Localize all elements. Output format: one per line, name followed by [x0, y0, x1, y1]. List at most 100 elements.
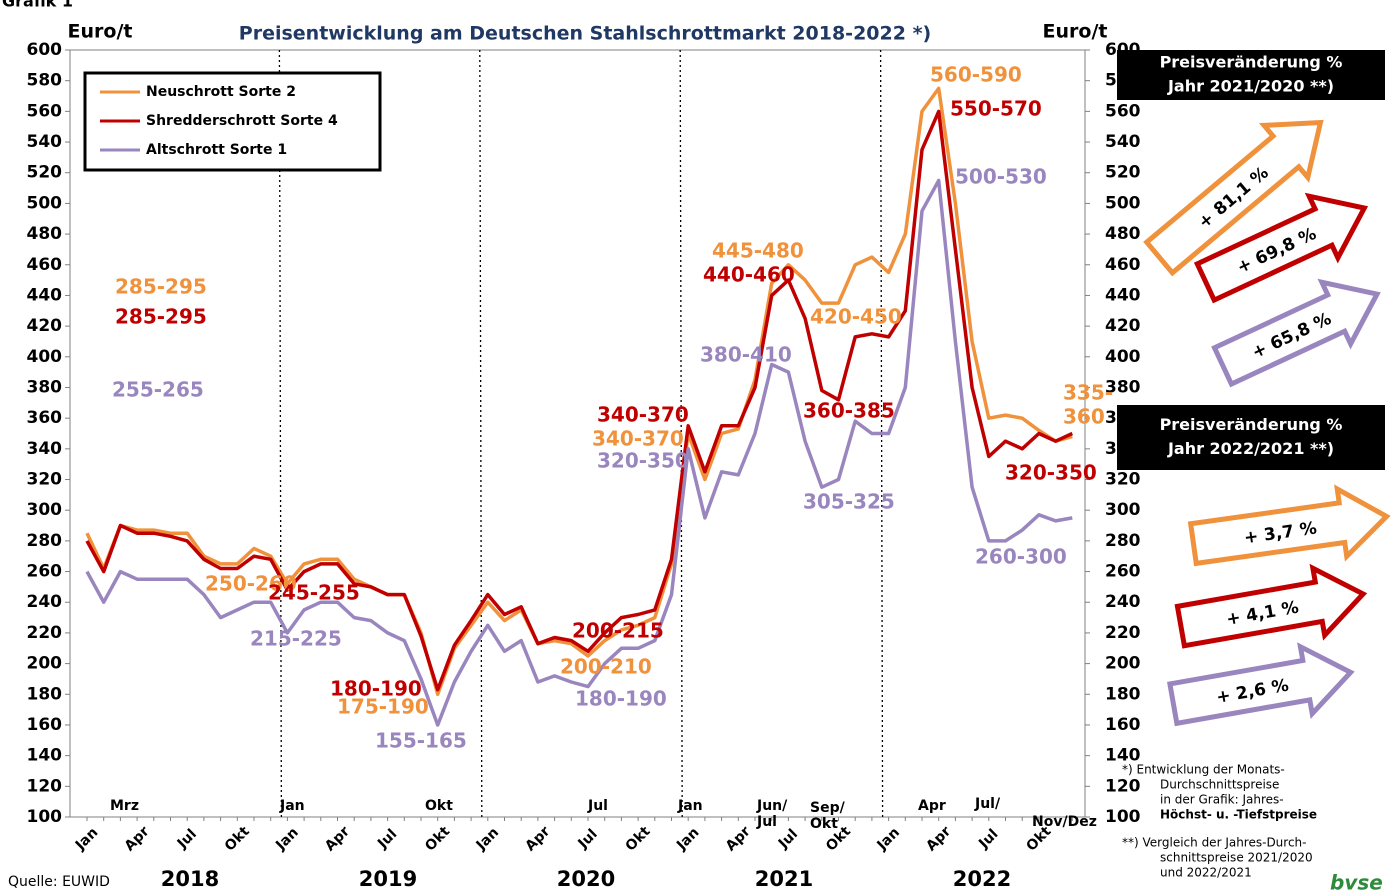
chart-title: Preisentwicklung am Deutschen Stahlschro… — [239, 23, 931, 45]
series-line — [85, 178, 1073, 727]
value-annotation: 360 — [1063, 405, 1105, 429]
footnote: und 2022/2021 — [1160, 866, 1252, 880]
x-tick-label: Jul — [775, 826, 801, 852]
period-label: Jul — [756, 814, 777, 830]
value-annotation: 420-450 — [810, 305, 902, 329]
footnote: **) Vergleich der Jahres-Durch- — [1122, 836, 1307, 850]
legend-label: Altschrott Sorte 1 — [146, 142, 287, 158]
y-tick-label: 220 — [27, 623, 63, 643]
y-tick-label: 320 — [27, 470, 63, 490]
y-tick-label: 480 — [27, 224, 63, 244]
y-tick-label: 240 — [27, 592, 63, 612]
y2-tick-label: 420 — [1105, 316, 1141, 336]
y2-tick-label: 260 — [1105, 562, 1141, 582]
change-arrow: + 2,6 % — [1166, 642, 1355, 727]
y-tick-label: 280 — [27, 531, 63, 551]
period-label: Okt — [425, 798, 453, 814]
value-annotation: 175-190 — [337, 695, 429, 719]
year-label: 2022 — [953, 867, 1011, 891]
series-line — [85, 109, 1074, 692]
panel-title: Preisveränderung % — [1160, 53, 1343, 72]
footnote: *) Entwicklung der Monats- — [1122, 763, 1285, 777]
y2-tick-label: 540 — [1105, 132, 1141, 152]
y-tick-label: 100 — [27, 807, 63, 827]
x-tick-label: Jan — [72, 825, 101, 854]
panel-header — [1117, 50, 1385, 100]
value-annotation: 285-295 — [115, 275, 207, 299]
legend-label: Shredderschrott Sorte 4 — [146, 113, 338, 129]
value-annotation: 250-260 — [205, 572, 297, 596]
heading: Grafik 1 — [2, 0, 73, 11]
value-annotation: 180-190 — [330, 677, 422, 701]
footnote: in der Grafik: Jahres- — [1160, 793, 1284, 807]
x-tick-label: Apr — [723, 823, 754, 854]
y-tick-label: 560 — [27, 101, 63, 121]
value-annotation: 500-530 — [955, 165, 1047, 189]
period-label: Mrz — [110, 798, 139, 814]
legend-box — [83, 71, 382, 172]
value-annotation: 255-265 — [112, 378, 204, 402]
change-arrow: + 4,1 % — [1174, 563, 1368, 649]
period-label: Okt — [810, 816, 838, 832]
year-label: 2019 — [359, 867, 417, 891]
value-annotation: 180-190 — [575, 687, 667, 711]
panel-header — [1117, 405, 1385, 470]
y-tick-label: 580 — [27, 71, 63, 91]
y-tick-label: 360 — [27, 408, 63, 428]
value-annotation: 245-255 — [268, 581, 360, 605]
y2-tick-label: 520 — [1105, 163, 1141, 183]
x-tick-label: Okt — [222, 823, 253, 854]
y2-tick-label: 460 — [1105, 255, 1141, 275]
year-separator — [479, 49, 483, 818]
y2-tick-label: 500 — [1105, 193, 1141, 213]
x-tick-label: Okt — [623, 823, 654, 854]
y-tick-label: 520 — [27, 163, 63, 183]
y2-tick-label: 120 — [1105, 776, 1141, 796]
value-annotation: 320-350 — [597, 449, 689, 473]
y2-tick-label: 380 — [1105, 377, 1141, 397]
y-tick-label: 180 — [27, 684, 63, 704]
y-tick-label: 400 — [27, 347, 63, 367]
y-tick-label: 540 — [27, 132, 63, 152]
y-tick-label: 260 — [27, 562, 63, 582]
x-tick-label: Apr — [122, 823, 153, 854]
value-annotation: 550-570 — [950, 97, 1042, 121]
y2-tick-label: 160 — [1105, 715, 1141, 735]
value-annotation: 285-295 — [115, 305, 207, 329]
value-annotation: 445-480 — [712, 239, 804, 263]
x-tick-label: Jan — [874, 825, 903, 854]
y-tick-label: 600 — [27, 40, 63, 60]
y-tick-label: 460 — [27, 255, 63, 275]
y2-tick-label: 140 — [1105, 746, 1141, 766]
value-annotation: 360-385 — [803, 399, 895, 423]
y2-tick-label: 320 — [1105, 470, 1141, 490]
legend-label: Neuschrott Sorte 2 — [146, 84, 296, 100]
y-tick-label: 140 — [27, 746, 63, 766]
period-label: Sep/ — [810, 800, 846, 816]
x-tick-label: Apr — [522, 823, 553, 854]
y-tick-label: 380 — [27, 377, 63, 397]
x-tick-label: Jan — [673, 825, 702, 854]
y-tick-label: 160 — [27, 715, 63, 735]
y-tick-label: 300 — [27, 500, 63, 520]
panel-title: Jahr 2022/2021 **) — [1167, 439, 1334, 458]
period-label: Apr — [918, 798, 946, 814]
y2-tick-label: 400 — [1105, 347, 1141, 367]
year-label: 2020 — [557, 867, 615, 891]
year-label: 2021 — [755, 867, 813, 891]
y2-tick-label: 440 — [1105, 285, 1141, 305]
arrow-shape — [1174, 563, 1368, 649]
x-tick-label: Jul — [575, 826, 601, 852]
y2-tick-label: 200 — [1105, 654, 1141, 674]
value-annotation: 380-410 — [700, 343, 792, 367]
series-line — [85, 86, 1073, 697]
value-annotation: 155-165 — [375, 729, 467, 753]
arrow-shape — [1211, 278, 1381, 388]
y2-tick-label: 280 — [1105, 531, 1141, 551]
y2-tick-label: 480 — [1105, 224, 1141, 244]
panel-title: Preisveränderung % — [1160, 415, 1343, 434]
period-label: Jul/ — [974, 796, 1001, 812]
y2-tick-label: 220 — [1105, 623, 1141, 643]
